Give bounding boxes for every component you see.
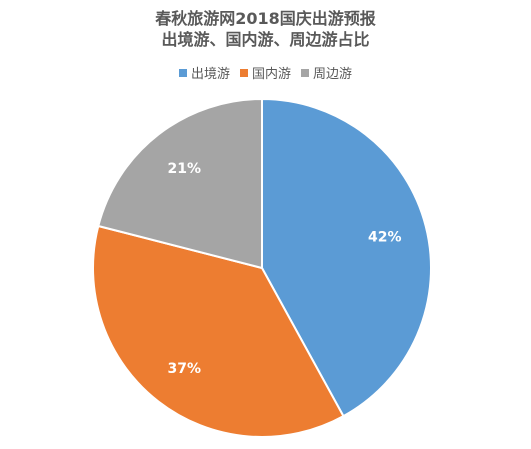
legend-label-domestic: 国内游 [251,67,291,82]
chart-title: 春秋旅游网2018国庆出游预报 出境游、国内游、周边游占比 [0,8,531,50]
legend-item-domestic: 国内游 [239,63,291,82]
data-label-nearby: 21% [168,161,202,177]
chart-title-line-1: 春秋旅游网2018国庆出游预报 [155,9,376,28]
data-label-domestic: 37% [168,361,202,377]
data-label-outbound: 42% [368,229,402,245]
pie-slice-nearby [97,97,263,270]
legend-swatch-outbound [178,68,187,77]
legend-label-outbound: 出境游 [190,67,230,82]
legend-swatch-nearby [301,68,309,77]
pie-slice-outbound [261,97,432,418]
legend-label-nearby: 周边游 [313,67,353,82]
chart-title-line-2: 出境游、国内游、周边游占比 [161,30,370,49]
chart-legend: 出境游 国内游 周边游 [0,63,531,82]
legend-item-nearby: 周边游 [301,63,352,82]
legend-item-outbound: 出境游 [178,63,230,82]
legend-swatch-domestic [239,68,248,77]
pie-slice-domestic [92,224,345,438]
